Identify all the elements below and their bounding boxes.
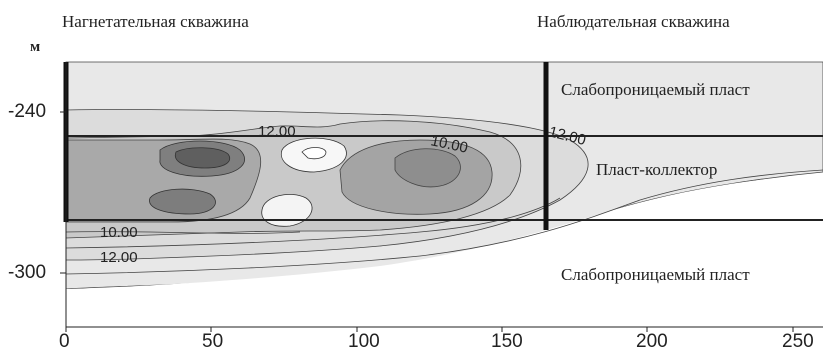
x-tick-label: 100 <box>348 331 380 352</box>
y-tick-label: -240 <box>8 101 47 122</box>
contour-zone-white-2 <box>261 194 313 227</box>
contour-label: 12.00 <box>100 249 138 266</box>
contour-line <box>65 197 561 249</box>
x-tick-label: 50 <box>202 331 224 352</box>
contour-zone-core-1b <box>174 147 231 169</box>
x-tick-label: 200 <box>636 331 668 352</box>
injection-well-title: Нагнетательная скважина <box>62 12 249 31</box>
x-tick-label: 150 <box>491 331 523 352</box>
lower-white-region <box>66 174 823 327</box>
contour-zone-core-2 <box>149 188 216 215</box>
y-tick-label: -300 <box>8 262 47 283</box>
upper-layer-label: Слабопроницаемый пласт <box>561 80 750 99</box>
contour-line <box>65 231 301 234</box>
y-unit-label: м <box>30 39 41 55</box>
x-tick-label: 250 <box>782 331 814 352</box>
contour-zone-right-core <box>394 148 461 188</box>
observation-well-title: Наблюдательная скважина <box>537 12 730 31</box>
x-tick-label: 0 <box>59 331 70 352</box>
contour-line <box>65 169 823 275</box>
contour-label: 12.00 <box>258 123 296 140</box>
lower-layer-label: Слабопроницаемый пласт <box>561 265 750 284</box>
contour-zone-white-1b <box>301 147 327 160</box>
reservoir-layer-label: Пласт-коллектор <box>596 160 718 179</box>
contour-label: 10.00 <box>100 224 138 241</box>
